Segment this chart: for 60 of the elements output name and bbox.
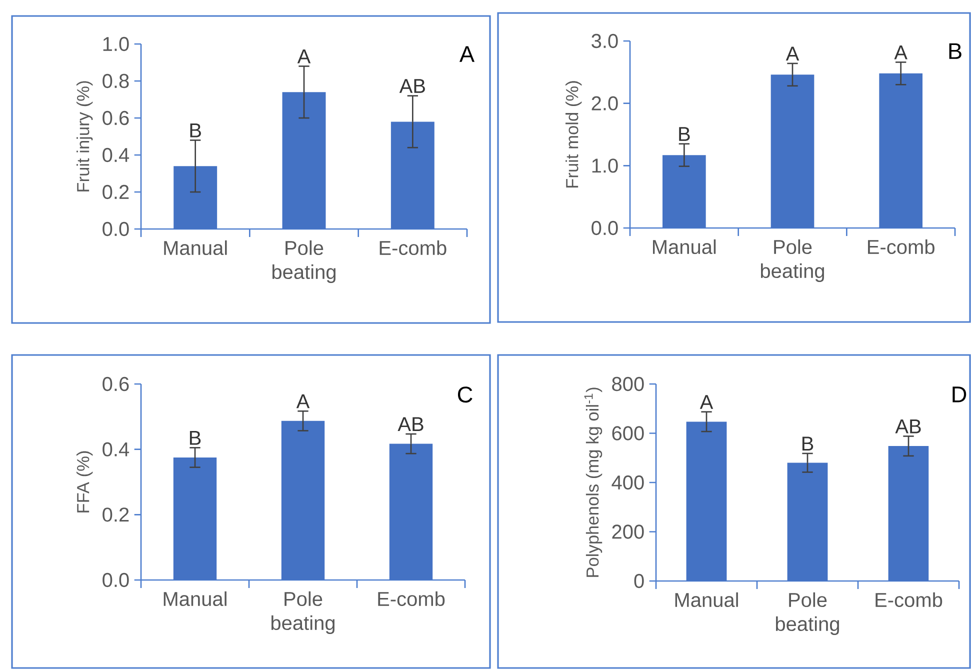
y-tick-label: 400 bbox=[612, 475, 644, 490]
y-tick-label: 0 bbox=[634, 574, 644, 588]
annotation: B bbox=[190, 431, 201, 445]
annotation: A bbox=[297, 50, 311, 64]
y-axis-title: Fruit mold (%) bbox=[566, 81, 582, 188]
annotation: A bbox=[786, 46, 800, 61]
chart-title: C bbox=[458, 386, 472, 403]
x-tick-label: Pole beating bbox=[776, 592, 839, 636]
y-tick-label: 0.2 bbox=[102, 508, 129, 522]
y-tick-label: 0.0 bbox=[102, 222, 129, 236]
y-tick-label: 0.0 bbox=[102, 572, 129, 588]
y-tick-label: 200 bbox=[612, 524, 644, 539]
annotation: AB bbox=[895, 420, 921, 434]
y-tick-label: 0.6 bbox=[102, 376, 129, 392]
x-tick-label: Pole beating bbox=[760, 239, 824, 282]
x-tick-label: Manual bbox=[653, 239, 716, 254]
y-tick-label: 1.0 bbox=[592, 158, 618, 173]
y-tick-label: 1.0 bbox=[103, 36, 129, 52]
bar bbox=[888, 446, 929, 581]
bar bbox=[879, 73, 922, 228]
bar bbox=[390, 122, 434, 229]
chart-title: D bbox=[952, 386, 966, 402]
bar bbox=[787, 462, 828, 581]
annotation: A bbox=[296, 394, 310, 408]
annotation: A bbox=[700, 395, 714, 409]
annotation: A bbox=[894, 46, 908, 60]
y-tick-label: 0.2 bbox=[102, 184, 129, 200]
chart-title: B bbox=[949, 43, 962, 59]
bar bbox=[686, 422, 727, 581]
annotation: AB bbox=[398, 417, 424, 432]
bar bbox=[174, 166, 218, 229]
y-axis-title: FFA (%) bbox=[76, 451, 93, 512]
annotation: B bbox=[190, 124, 201, 138]
annotation: B bbox=[679, 127, 690, 141]
bar bbox=[770, 74, 814, 228]
bar bbox=[662, 155, 706, 228]
y-tick-label: 0.8 bbox=[102, 74, 129, 88]
y-tick-label: 2.0 bbox=[592, 96, 618, 110]
y-tick-label: 0.0 bbox=[592, 220, 618, 236]
y-tick-label: 0.4 bbox=[102, 442, 130, 456]
x-tick-label: Manual bbox=[675, 592, 738, 608]
x-tick-label: E-comb bbox=[876, 592, 942, 608]
x-tick-label: Manual bbox=[164, 591, 226, 606]
y-tick-label: 800 bbox=[612, 376, 644, 392]
y-axis-title: Polyphenols (mg kg oil$^{-1}$) bbox=[584, 388, 602, 577]
annotation: AB bbox=[399, 79, 425, 93]
x-tick-label: Pole beating bbox=[271, 591, 335, 634]
x-tick-label: E-comb bbox=[868, 239, 934, 254]
y-tick-label: 0.6 bbox=[102, 110, 129, 126]
y-tick-label: 0.4 bbox=[102, 148, 130, 162]
chart-title: A bbox=[459, 46, 475, 62]
x-tick-label: Manual bbox=[164, 240, 227, 256]
y-tick-label: 600 bbox=[612, 426, 644, 440]
x-tick-label: E-comb bbox=[378, 591, 445, 606]
x-tick-label: Pole beating bbox=[272, 240, 336, 284]
bar bbox=[282, 92, 326, 229]
x-tick-label: E-comb bbox=[380, 240, 446, 256]
y-axis-title: Fruit injury (%) bbox=[76, 81, 93, 192]
y-tick-label: 3.0 bbox=[592, 34, 618, 48]
annotation: B bbox=[802, 436, 814, 451]
